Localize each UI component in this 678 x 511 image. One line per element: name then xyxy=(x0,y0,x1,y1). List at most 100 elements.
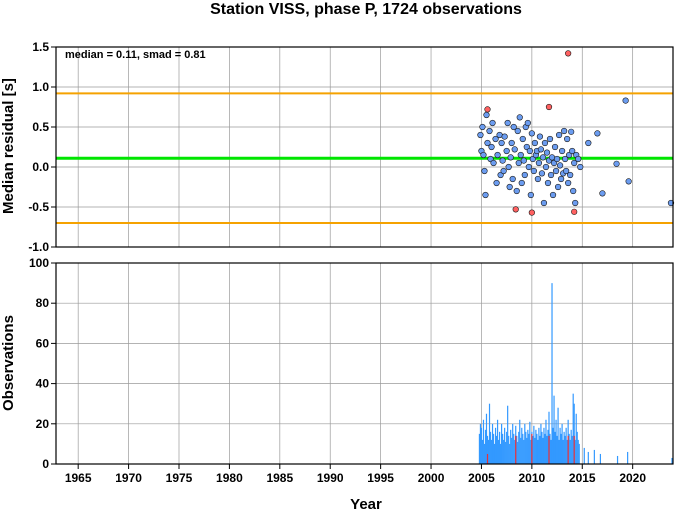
y-tick-label: 1.0 xyxy=(32,80,49,94)
residual-point xyxy=(514,127,521,135)
x-tick-label: 2005 xyxy=(468,471,495,485)
observations-y-axis-label: Observations xyxy=(0,315,17,411)
outlier-point xyxy=(512,206,519,213)
residual-point xyxy=(500,167,507,175)
outlier-point xyxy=(484,106,491,113)
residual-point xyxy=(484,139,491,147)
residual-point xyxy=(518,179,525,187)
residual-point xyxy=(556,162,564,169)
residual-point xyxy=(511,146,518,153)
residual-point xyxy=(577,163,584,171)
residual-point xyxy=(488,143,495,151)
x-tick-label: 1990 xyxy=(317,471,344,485)
year-x-axis-label: Year xyxy=(350,496,382,511)
residual-point xyxy=(548,154,556,161)
residual-point xyxy=(530,167,537,175)
x-tick-label: 2020 xyxy=(619,471,646,485)
outlier-point xyxy=(571,208,578,215)
residual-point xyxy=(479,123,486,131)
x-tick-label: 2015 xyxy=(569,471,596,485)
residual-point xyxy=(494,151,501,159)
residual-point xyxy=(622,97,629,104)
residual-point xyxy=(509,175,516,183)
residual-point xyxy=(477,131,484,139)
residual-point xyxy=(599,190,606,197)
observations-panel: 100 80 60 40 20 0 1965 1970 1975 1980 1985 1990 199… xyxy=(0,256,674,511)
residual-point xyxy=(541,139,549,147)
y-tick-label: 100 xyxy=(29,256,49,270)
y-tick-label: 40 xyxy=(36,377,50,391)
residual-point xyxy=(482,191,489,199)
residual-point xyxy=(519,135,526,143)
median-smad-annotation: median = 0.11, smad = 0.81 xyxy=(65,49,206,61)
residual-point xyxy=(538,170,546,177)
residual-point xyxy=(506,183,513,191)
residual-point xyxy=(508,139,515,147)
residual-point xyxy=(492,135,499,143)
residual-point xyxy=(549,191,557,199)
residual-point xyxy=(551,143,559,151)
residual-point xyxy=(575,155,582,163)
residual-point xyxy=(521,171,528,179)
x-tick-label: 1965 xyxy=(65,471,92,485)
residual-point xyxy=(568,128,575,135)
residual-point xyxy=(571,159,578,167)
residual-point xyxy=(613,160,620,167)
residual-point xyxy=(536,133,544,140)
residual-point xyxy=(557,175,565,183)
year-x-ticks: 1965 1970 1975 1980 1985 1990 1995 2000 2005 2010… xyxy=(65,464,646,485)
residual-point xyxy=(513,187,520,195)
residual-point xyxy=(524,119,531,127)
x-tick-label: 1985 xyxy=(266,471,293,485)
x-tick-label: 2000 xyxy=(418,471,445,485)
residual-points xyxy=(477,50,675,216)
residual-point xyxy=(561,127,568,135)
y-tick-label: 1.5 xyxy=(32,40,49,54)
residual-point xyxy=(554,183,562,191)
residual-point xyxy=(535,159,543,167)
residual-point xyxy=(570,187,577,195)
residual-point xyxy=(539,154,547,161)
residual-point xyxy=(503,147,510,155)
residual-point xyxy=(543,149,551,156)
y-tick-label: 80 xyxy=(36,296,50,310)
x-tick-label: 1980 xyxy=(216,471,243,485)
observations-y-ticks: 100 80 60 40 20 0 xyxy=(29,256,56,471)
residual-point xyxy=(562,155,569,163)
outlier-point xyxy=(565,50,572,57)
residual-point xyxy=(667,199,675,207)
residual-point xyxy=(486,127,493,135)
x-tick-label: 1970 xyxy=(115,471,142,485)
residual-point xyxy=(510,123,517,131)
residual-point xyxy=(546,135,554,143)
residual-point xyxy=(542,163,550,171)
residual-point xyxy=(527,191,534,199)
y-tick-label: 20 xyxy=(36,417,50,431)
residual-point xyxy=(504,119,511,127)
residual-point xyxy=(493,179,500,187)
residual-point xyxy=(544,179,552,187)
y-tick-label: 0.0 xyxy=(32,160,49,174)
residual-point xyxy=(520,157,527,164)
residual-point xyxy=(540,199,548,207)
residual-point xyxy=(498,139,505,147)
outlier-point xyxy=(528,209,535,216)
x-tick-label: 2010 xyxy=(519,471,546,485)
residual-point xyxy=(547,171,555,179)
residual-y-ticks: 1.5 1.0 0.5 0.0 -0.5 -1.0 xyxy=(28,40,56,254)
y-tick-label: 0.5 xyxy=(32,120,49,134)
residual-point xyxy=(525,163,532,171)
y-tick-label: -1.0 xyxy=(28,240,49,254)
y-tick-label: 0 xyxy=(42,457,49,471)
residual-point xyxy=(507,154,514,161)
x-tick-label: 1995 xyxy=(367,471,394,485)
residual-point xyxy=(537,146,545,153)
y-tick-label: 60 xyxy=(36,336,50,350)
residual-point xyxy=(572,199,579,207)
residual-point xyxy=(553,155,561,163)
residual-point xyxy=(569,147,576,155)
residual-point xyxy=(625,178,632,185)
residual-point xyxy=(567,171,574,179)
observations-grid xyxy=(56,262,673,465)
